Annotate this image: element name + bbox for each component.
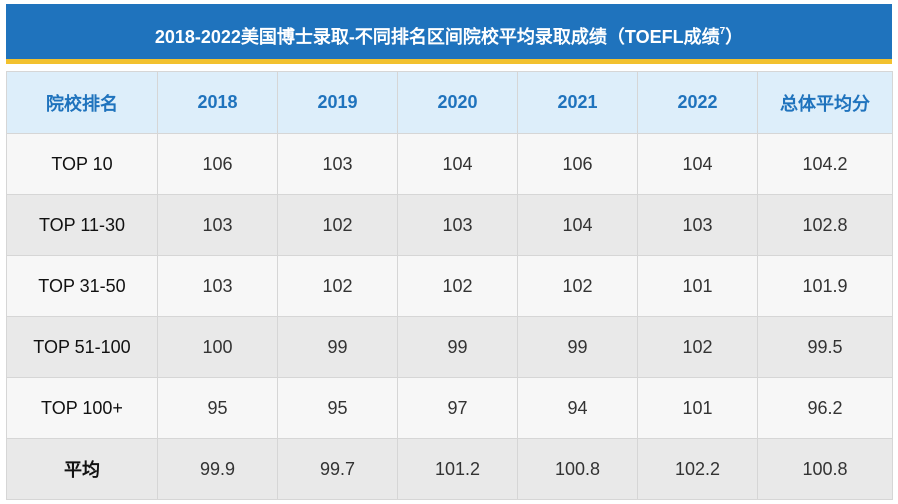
table-row: TOP 31-50 103 102 102 102 101 101.9 [6,255,893,317]
table-title-close: ） [725,27,744,47]
score-cell: 100.8 [517,438,638,500]
score-cell: 101.2 [397,438,518,500]
score-cell: 94 [517,377,638,439]
rank-cell: TOP 100+ [6,377,158,439]
score-cell: 106 [157,133,278,195]
header-2020: 2020 [397,71,518,134]
score-cell: 104 [397,133,518,195]
header-2019: 2019 [277,71,398,134]
score-cell: 99 [397,316,518,378]
score-cell: 95 [157,377,278,439]
score-cell: 95 [277,377,398,439]
table-row: TOP 100+ 95 95 97 94 101 96.2 [6,377,893,439]
score-cell: 103 [637,194,758,256]
score-cell: 99.9 [157,438,278,500]
score-cell: 102 [277,255,398,317]
score-cell: 102 [277,194,398,256]
score-cell: 103 [397,194,518,256]
header-overall-average: 总体平均分 [757,71,893,134]
header-2018: 2018 [157,71,278,134]
score-cell: 104 [517,194,638,256]
table-row: TOP 11-30 103 102 103 104 103 102.8 [6,194,893,256]
table-title: 2018-2022美国博士录取-不同排名区间院校平均录取成绩（TOEFL成绩7） [6,4,892,64]
average-cell: 104.2 [757,133,893,195]
score-cell: 104 [637,133,758,195]
table-title-text: 2018-2022美国博士录取-不同排名区间院校平均录取成绩（TOEFL成绩 [154,27,720,47]
header-2021: 2021 [517,71,638,134]
toefl-score-table: 院校排名 2018 2019 2020 2021 2022 总体平均分 TOP … [6,71,893,500]
average-cell: 100.8 [757,438,893,500]
average-cell: 102.8 [757,194,893,256]
score-cell: 101 [637,377,758,439]
score-cell: 102 [397,255,518,317]
header-rank: 院校排名 [6,71,158,134]
score-cell: 97 [397,377,518,439]
score-cell: 102 [637,316,758,378]
score-cell: 99 [517,316,638,378]
header-2022: 2022 [637,71,758,134]
average-cell: 96.2 [757,377,893,439]
rank-cell: TOP 10 [6,133,158,195]
rank-cell: TOP 31-50 [6,255,158,317]
score-cell: 100 [157,316,278,378]
score-cell: 103 [157,194,278,256]
footnote-marker: 7 [719,26,726,37]
score-cell: 102.2 [637,438,758,500]
average-cell: 101.9 [757,255,893,317]
average-row: 平均 99.9 99.7 101.2 100.8 102.2 100.8 [6,438,893,500]
table-row: TOP 10 106 103 104 106 104 104.2 [6,133,893,195]
score-cell: 99 [277,316,398,378]
table-container: 2018-2022美国博士录取-不同排名区间院校平均录取成绩（TOEFL成绩7）… [6,4,893,502]
score-cell: 102 [517,255,638,317]
table-row: TOP 51-100 100 99 99 99 102 99.5 [6,316,893,378]
score-cell: 99.7 [277,438,398,500]
rank-cell: TOP 11-30 [6,194,158,256]
rank-cell: TOP 51-100 [6,316,158,378]
score-cell: 103 [157,255,278,317]
score-cell: 101 [637,255,758,317]
score-cell: 103 [277,133,398,195]
score-cell: 106 [517,133,638,195]
rank-cell: 平均 [6,438,158,500]
header-row: 院校排名 2018 2019 2020 2021 2022 总体平均分 [6,71,893,134]
average-cell: 99.5 [757,316,893,378]
